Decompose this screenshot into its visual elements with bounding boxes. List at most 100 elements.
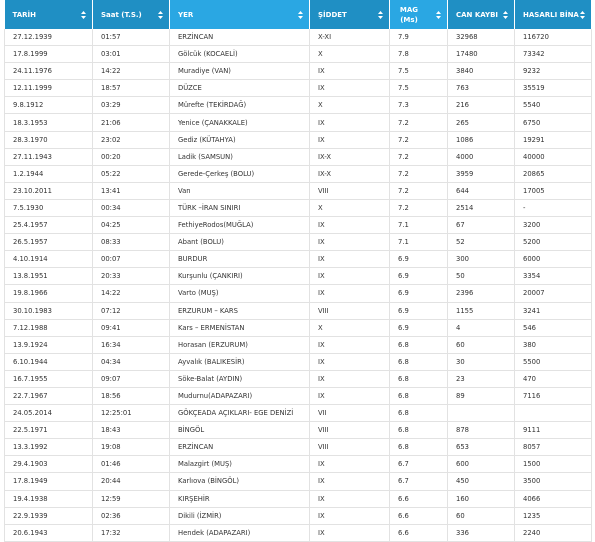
table-cell: 30.10.1983 — [4, 302, 93, 320]
table-cell: 01:46 — [92, 455, 170, 474]
table-row: 19.4.1938 12:59 KIRŞEHİR IX 6.6 160 4066 — [4, 490, 592, 508]
table-cell: 4 — [447, 319, 515, 337]
table-cell: Ayvalık (BALIKESİR) — [169, 353, 310, 371]
table-row: 26.5.1957 08:33 Abant (BOLU) IX 7.1 52 5200 — [4, 233, 592, 252]
table-cell: 04:34 — [92, 353, 170, 371]
table-cell: 7.12.1988 — [4, 319, 93, 337]
table-cell: 24.05.2014 — [4, 404, 93, 423]
table-cell: 6.8 — [389, 387, 448, 406]
table-row: 7.5.1930 00:34 TÜRK –İRAN SINIRI X 7.2 2514- — [4, 199, 592, 218]
table-cell: 40000 — [514, 148, 592, 166]
table-cell: 12:25:01 — [92, 404, 170, 423]
table-cell: 18:43 — [92, 421, 170, 440]
table-cell: 19291 — [514, 131, 592, 149]
table-row: 22.7.1967 18:56 Mudurnu(ADAPAZARI) IX 6.8 89 7… — [4, 387, 592, 406]
table-cell: 08:33 — [92, 233, 170, 252]
column-header[interactable]: YER — [169, 0, 310, 29]
table-cell: 6.10.1944 — [4, 353, 93, 371]
table-cell: IX — [309, 336, 390, 354]
table-cell: Malazgirt (MUŞ) — [169, 455, 310, 474]
table-cell: 763 — [447, 79, 515, 98]
table-row: 16.7.1955 09:07 Söke-Balat (AYDIN) IX 6.8 23 4… — [4, 370, 592, 388]
table-cell: 6.9 — [389, 267, 448, 286]
column-header-text: MAG (Ms) — [399, 5, 419, 24]
table-cell: IX-X — [309, 148, 390, 166]
table-cell: 6.8 — [389, 353, 448, 371]
table-cell: 22.5.1971 — [4, 421, 93, 440]
table-row: 30.10.1983 07:12 ERZURUM – KARS VIII 6.9 1155… — [4, 302, 592, 320]
table-cell: 2396 — [447, 284, 515, 303]
column-header[interactable]: TARİH — [4, 0, 93, 29]
table-cell: 5540 — [514, 96, 592, 115]
table-cell: 6.9 — [389, 284, 448, 303]
table-cell: GÖKÇEADA AÇIKLARI- EGE DENİZİ — [169, 404, 310, 423]
table-cell: IX — [309, 353, 390, 371]
column-header-text: CAN KAYBI — [456, 10, 499, 19]
table-cell: 6.9 — [389, 250, 448, 269]
table-cell: 1086 — [447, 131, 515, 149]
table-cell: IX — [309, 455, 390, 474]
table-cell: 00:07 — [92, 250, 170, 269]
table-row: 27.11.1943 00:20 Ladik (SAMSUN) IX-X 7.2 4000… — [4, 148, 592, 166]
table-cell: 28.3.1970 — [4, 131, 93, 149]
table-cell: 21:06 — [92, 113, 170, 132]
table-cell: 20865 — [514, 165, 592, 183]
table-cell: 07:12 — [92, 302, 170, 320]
table-cell: 6.7 — [389, 455, 448, 474]
table-cell: ERZURUM – KARS — [169, 302, 310, 320]
table-cell: 20:44 — [92, 472, 170, 491]
table-cell: 600 — [447, 455, 515, 474]
table-cell: 52 — [447, 233, 515, 252]
table-row: 13.8.1951 20:33 Kurşunlu (ÇANKIRI) IX 6.9 50 3… — [4, 267, 592, 286]
table-cell: 30 — [447, 353, 515, 371]
table-cell: Muradiye (VAN) — [169, 62, 310, 81]
table-body: 27.12.1939 01:57 ERZİNCAN X-XI 7.9 32968 11672… — [4, 29, 592, 542]
table-row: 23.10.2011 13:41 Van VIII 7.2 644 17005 — [4, 182, 592, 200]
table-cell: 16.7.1955 — [4, 370, 93, 388]
table-cell: 18.3.1953 — [4, 113, 93, 132]
table-cell: Van — [169, 182, 310, 200]
table-cell: 20:33 — [92, 267, 170, 286]
table-cell: 2514 — [447, 199, 515, 218]
table-cell: 265 — [447, 113, 515, 132]
table-cell: IX — [309, 250, 390, 269]
column-header[interactable]: MAG (Ms) — [389, 0, 448, 29]
column-header[interactable]: HASARLI BİNA — [514, 0, 592, 29]
column-header[interactable]: CAN KAYBI — [447, 0, 515, 29]
table-cell: 60 — [447, 507, 515, 525]
table-cell: X — [309, 45, 390, 64]
table-cell: IX — [309, 507, 390, 525]
table-cell: 1.2.1944 — [4, 165, 93, 183]
table-cell: 1155 — [447, 302, 515, 320]
table-cell: 7.1 — [389, 233, 448, 252]
column-header[interactable]: ŞİDDET — [309, 0, 390, 29]
table-cell: 7.2 — [389, 131, 448, 149]
table-cell: 89 — [447, 387, 515, 406]
table-row: 25.4.1957 04:25 FethiyeRodos(MUĞLA) IX 7.1 67… — [4, 216, 592, 235]
table-cell: 9111 — [514, 421, 592, 440]
table-cell: 13.8.1951 — [4, 267, 93, 286]
table-cell: 17480 — [447, 45, 515, 64]
table-cell: 644 — [447, 182, 515, 200]
table-cell: 60 — [447, 336, 515, 354]
table-cell: 216 — [447, 96, 515, 115]
table-cell: Yenice (ÇANAKKALE) — [169, 113, 310, 132]
table-cell: 3241 — [514, 302, 592, 320]
table-cell: 25.4.1957 — [4, 216, 93, 235]
column-header-text: TARİH — [12, 10, 37, 19]
table-cell: Gediz (KÜTAHYA) — [169, 131, 310, 149]
table-cell: BİNGÖL — [169, 421, 310, 440]
sort-icon — [298, 11, 303, 19]
table-cell: IX — [309, 387, 390, 406]
table-cell: Gerede-Çerkeş (BOLU) — [169, 165, 310, 183]
column-header[interactable]: Saat (T.S.) — [92, 0, 170, 29]
table-cell: DÜZCE — [169, 79, 310, 98]
table-cell: 878 — [447, 421, 515, 440]
table-cell: Kars – ERMENİSTAN — [169, 319, 310, 337]
table-cell: 3354 — [514, 267, 592, 286]
table-cell: FethiyeRodos(MUĞLA) — [169, 216, 310, 235]
table-cell: 22.7.1967 — [4, 387, 93, 406]
table-cell: IX — [309, 131, 390, 149]
table-cell: 7.8 — [389, 45, 448, 64]
table-cell: IX — [309, 472, 390, 491]
